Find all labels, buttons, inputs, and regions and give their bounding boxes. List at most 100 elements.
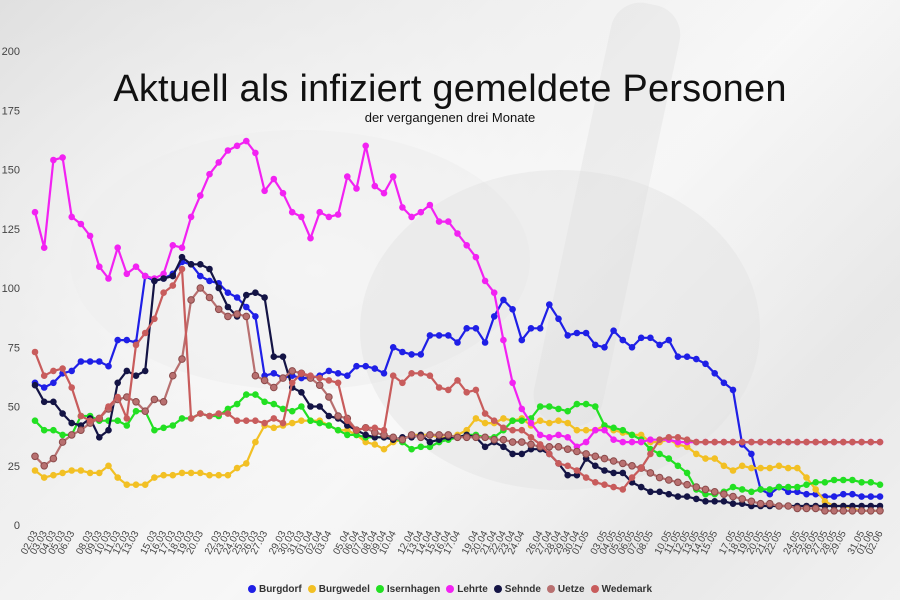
- data-point[interactable]: [77, 467, 85, 474]
- data-point[interactable]: [573, 447, 581, 456]
- data-point[interactable]: [77, 358, 85, 365]
- data-point[interactable]: [344, 431, 351, 439]
- data-point[interactable]: [647, 334, 654, 342]
- data-point[interactable]: [408, 351, 415, 358]
- data-point[interactable]: [243, 460, 250, 467]
- data-point[interactable]: [132, 398, 140, 406]
- data-point[interactable]: [316, 208, 324, 216]
- data-point[interactable]: [876, 438, 884, 446]
- data-point[interactable]: [206, 265, 213, 273]
- data-point[interactable]: [123, 367, 131, 375]
- data-point[interactable]: [564, 407, 571, 415]
- data-point[interactable]: [683, 469, 691, 477]
- data-point[interactable]: [334, 412, 342, 420]
- data-point[interactable]: [40, 426, 48, 434]
- data-point[interactable]: [435, 332, 443, 339]
- data-point[interactable]: [472, 325, 480, 332]
- data-point[interactable]: [169, 471, 177, 479]
- data-point[interactable]: [243, 391, 250, 398]
- data-point[interactable]: [830, 438, 838, 446]
- data-point[interactable]: [711, 498, 718, 505]
- data-point[interactable]: [251, 371, 260, 380]
- data-point[interactable]: [555, 405, 562, 413]
- data-point[interactable]: [141, 272, 149, 280]
- data-point[interactable]: [601, 422, 608, 429]
- data-point[interactable]: [344, 372, 351, 380]
- data-point[interactable]: [720, 379, 728, 387]
- data-point[interactable]: [858, 438, 865, 446]
- data-point[interactable]: [105, 426, 112, 434]
- data-point[interactable]: [114, 379, 121, 387]
- data-point[interactable]: [389, 433, 398, 442]
- data-point[interactable]: [693, 495, 700, 503]
- data-point[interactable]: [224, 471, 232, 479]
- data-point[interactable]: [490, 289, 498, 297]
- data-point[interactable]: [380, 426, 388, 434]
- data-point[interactable]: [169, 282, 177, 289]
- data-point[interactable]: [371, 424, 379, 432]
- data-point[interactable]: [702, 438, 709, 446]
- data-point[interactable]: [619, 438, 627, 446]
- data-point[interactable]: [646, 469, 655, 477]
- data-point[interactable]: [159, 398, 168, 406]
- data-point[interactable]: [518, 450, 526, 458]
- data-point[interactable]: [261, 294, 268, 301]
- data-point[interactable]: [288, 419, 296, 427]
- data-point[interactable]: [206, 471, 213, 479]
- data-point[interactable]: [462, 433, 471, 442]
- data-point[interactable]: [141, 481, 149, 489]
- data-point[interactable]: [857, 507, 866, 515]
- data-point[interactable]: [160, 471, 167, 479]
- data-point[interactable]: [609, 457, 618, 465]
- data-point[interactable]: [279, 374, 287, 382]
- data-point[interactable]: [215, 410, 222, 417]
- data-point[interactable]: [509, 379, 516, 387]
- data-point[interactable]: [766, 486, 774, 493]
- data-point[interactable]: [141, 367, 149, 375]
- data-point[interactable]: [132, 341, 140, 349]
- data-point[interactable]: [536, 431, 544, 439]
- data-point[interactable]: [564, 434, 571, 441]
- data-point[interactable]: [40, 462, 49, 470]
- data-point[interactable]: [288, 407, 296, 415]
- data-point[interactable]: [224, 303, 232, 311]
- data-point[interactable]: [546, 434, 553, 441]
- data-point[interactable]: [334, 426, 342, 434]
- data-point[interactable]: [563, 445, 572, 454]
- data-point[interactable]: [876, 507, 884, 515]
- data-point[interactable]: [628, 474, 636, 481]
- data-point[interactable]: [628, 344, 636, 351]
- data-point[interactable]: [334, 379, 342, 387]
- data-point[interactable]: [803, 490, 810, 498]
- data-point[interactable]: [353, 185, 360, 192]
- data-point[interactable]: [50, 426, 57, 434]
- data-point[interactable]: [536, 403, 544, 410]
- data-point[interactable]: [803, 438, 810, 446]
- data-point[interactable]: [187, 296, 195, 304]
- data-point[interactable]: [610, 469, 617, 477]
- legend-item[interactable]: Isernhagen: [375, 584, 440, 595]
- data-point[interactable]: [325, 393, 333, 401]
- data-point[interactable]: [573, 467, 581, 474]
- data-point[interactable]: [105, 362, 112, 370]
- data-point[interactable]: [40, 384, 48, 391]
- data-point[interactable]: [830, 493, 838, 500]
- data-point[interactable]: [224, 405, 232, 413]
- data-point[interactable]: [729, 438, 737, 446]
- data-point[interactable]: [775, 502, 783, 510]
- data-point[interactable]: [858, 479, 865, 486]
- data-point[interactable]: [399, 348, 406, 356]
- data-point[interactable]: [619, 459, 627, 468]
- data-point[interactable]: [417, 433, 425, 442]
- data-point[interactable]: [288, 208, 296, 216]
- data-point[interactable]: [270, 353, 278, 361]
- data-point[interactable]: [31, 467, 39, 474]
- data-point[interactable]: [463, 426, 471, 434]
- data-point[interactable]: [96, 358, 103, 365]
- data-point[interactable]: [683, 436, 691, 444]
- data-point[interactable]: [105, 462, 112, 470]
- data-point[interactable]: [68, 384, 75, 391]
- data-point[interactable]: [279, 419, 287, 427]
- data-point[interactable]: [463, 389, 471, 396]
- data-point[interactable]: [279, 189, 287, 197]
